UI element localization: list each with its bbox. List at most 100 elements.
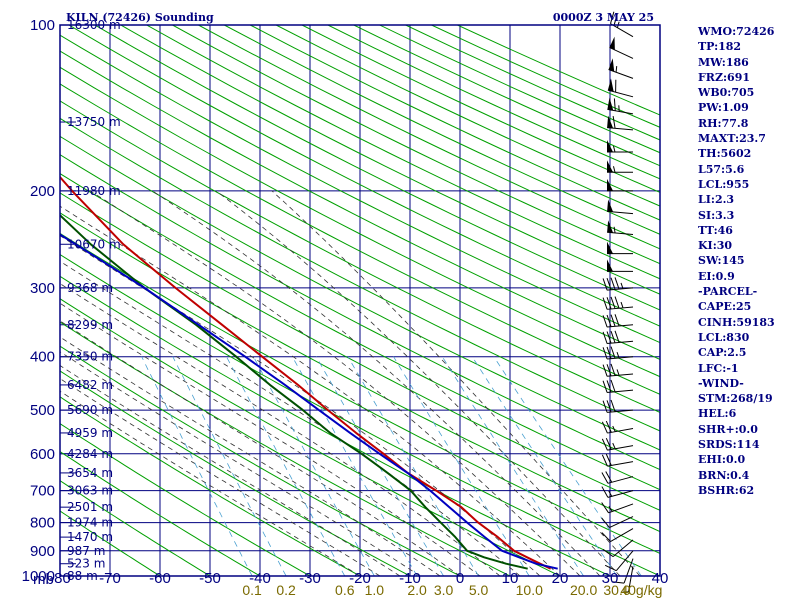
mixing-ratio-label: 0.6 — [335, 582, 355, 598]
wind-barb — [602, 379, 634, 393]
mixing-ratio-line — [471, 356, 618, 576]
wind-barb-flag — [606, 277, 612, 290]
wind-barb-half-flag — [616, 351, 620, 359]
wind-barb — [607, 78, 634, 98]
dry-adiabat-line — [60, 154, 660, 471]
moist-adiabat-line — [60, 205, 561, 576]
mixing-ratio-line — [226, 356, 346, 576]
dry-adiabat-line — [172, 25, 660, 265]
height-label: 4284 m — [67, 447, 113, 461]
mixing-ratio-line — [315, 356, 444, 576]
wind-barb — [601, 516, 634, 528]
wind-barb-flag — [602, 400, 608, 413]
height-label: 5690 m — [67, 403, 113, 417]
wind-barb-column — [601, 11, 634, 593]
wind-barb-pennant — [609, 36, 615, 50]
sounding-index: LI:2.3 — [698, 193, 735, 207]
wind-barb — [601, 453, 634, 467]
wind-barb-half-flag — [612, 442, 616, 449]
mixing-ratio-label: 0.1 — [242, 582, 262, 598]
wind-barb-flag — [610, 363, 616, 376]
wind-barb — [607, 160, 633, 173]
wind-barb-flag — [614, 330, 620, 343]
height-label: 13750 m — [67, 115, 121, 129]
wind-barb-flag — [602, 315, 608, 328]
wind-barb-flag — [610, 11, 615, 24]
wind-barb-staff — [609, 516, 634, 528]
dry-adiabat-line — [60, 510, 161, 576]
mixing-ratio-label: 0.2 — [276, 582, 296, 598]
dry-adiabat-line — [60, 480, 211, 576]
sounding-index: EI:0.9 — [698, 269, 735, 283]
wind-barb-pennant — [607, 241, 613, 254]
dry-adiabat-line — [60, 83, 660, 395]
wind-barb-staff — [627, 566, 634, 592]
dry-adiabat-line — [60, 321, 512, 576]
mixing-ratio-label: 10.0 — [516, 582, 543, 598]
mixing-ratio-label: 3.0 — [434, 582, 454, 598]
temperature-tick-label: 30 — [602, 570, 619, 587]
wind-barb-flag — [613, 98, 616, 111]
dry-adiabat-line — [60, 173, 660, 491]
wind-barb-flag — [606, 331, 612, 344]
height-label: 8299 m — [67, 318, 113, 332]
wind-barb-flag — [606, 364, 612, 377]
wind-barb — [607, 241, 633, 255]
temperature-tick-label: 0 — [456, 570, 464, 587]
dry-adiabat-line — [60, 66, 660, 378]
mixing-ratio-label: 20.0 — [570, 582, 597, 598]
dry-adiabat-line — [60, 192, 660, 511]
dry-adiabat-line — [146, 25, 660, 280]
temperature-tick-label: -30 — [299, 570, 321, 587]
sounding-index: HEL:6 — [698, 407, 737, 421]
sounding-index: MW:186 — [698, 55, 749, 69]
wind-barb-flag — [601, 486, 609, 498]
temperature-profile-line — [60, 175, 552, 570]
wind-barb-flag — [602, 278, 608, 291]
pressure-tick-label: 700 — [30, 483, 55, 500]
sounding-index: SI:3.3 — [698, 208, 735, 222]
sounding-index: PW:1.09 — [698, 101, 749, 115]
wind-barb-flag — [614, 277, 620, 290]
wind-barb-flag — [612, 116, 616, 129]
wind-barb-flag — [610, 296, 616, 309]
wind-barb — [607, 220, 634, 235]
wind-barb-flag — [605, 471, 613, 483]
wind-barb-pennant — [607, 220, 614, 233]
dry-adiabat-line — [60, 396, 362, 576]
sounding-index: LCL:830 — [698, 330, 750, 344]
wind-barb-pennant — [607, 115, 614, 129]
wind-barb-pennant — [607, 199, 614, 212]
sounding-index: CAPE:25 — [698, 300, 752, 314]
wind-barb-staff — [607, 127, 634, 131]
wind-barb — [607, 115, 634, 131]
sounding-index: TH:5602 — [698, 147, 752, 161]
wind-barb-flag — [611, 581, 625, 584]
wind-barb — [602, 363, 634, 377]
wind-barb — [601, 502, 634, 514]
wind-barb-flag — [602, 364, 608, 377]
wind-barb-staff — [609, 47, 634, 59]
wind-barb-staff — [607, 409, 634, 413]
moist-adiabat-line — [60, 351, 421, 576]
wind-barb-staff — [607, 445, 634, 451]
wind-barb-staff — [610, 23, 634, 38]
sounding-index: WMO:72426 — [698, 25, 775, 38]
pressure-tick-label: 100 — [30, 17, 55, 34]
wind-barb-flag — [613, 13, 618, 26]
height-label: 7350 m — [67, 350, 113, 364]
mixing-ratio-line — [441, 356, 584, 576]
wind-barb-half-flag — [608, 490, 613, 497]
dry-adiabat-line — [60, 50, 660, 360]
height-label: 1470 m — [67, 530, 113, 544]
dry-adiabat-line — [60, 212, 660, 533]
height-label: 4959 m — [67, 426, 113, 440]
wind-barb-pennant — [607, 139, 613, 152]
wind-barb-flag — [610, 314, 616, 327]
wind-barb-flag — [601, 438, 608, 451]
wind-barb-flag — [601, 532, 611, 542]
chart-title: KILN (72426) Sounding — [66, 11, 214, 24]
wind-barb-staff — [612, 539, 634, 558]
wind-barb-pennant — [608, 58, 615, 72]
